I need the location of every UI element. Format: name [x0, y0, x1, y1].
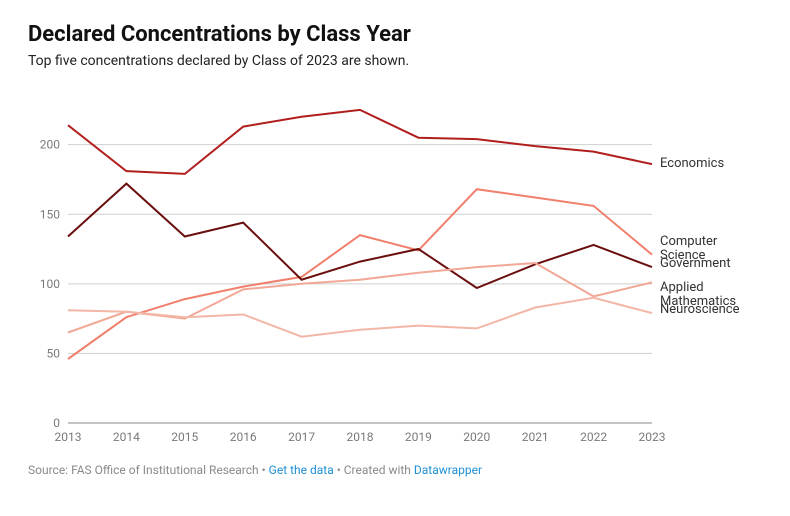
- line-chart: 0 50 100 150 200 2013 2014 2015 2016 2017 2018 2019…: [28, 83, 762, 453]
- chart-area: 0 50 100 150 200 2013 2014 2015 2016 2017 2018 2019…: [28, 83, 762, 453]
- y-axis-label: 0: [53, 416, 60, 430]
- footer-source-prefix: Source:: [28, 463, 71, 477]
- chart-footer: Source: FAS Office of Institutional Rese…: [28, 463, 762, 477]
- bullet-icon: •: [337, 463, 344, 477]
- series-line-neuroscience: [68, 298, 652, 337]
- series-label-government: Government: [660, 256, 731, 271]
- series-label-neuroscience: Neuroscience: [660, 302, 740, 317]
- y-axis-label: 150: [40, 207, 60, 221]
- x-axis-label: 2013: [55, 430, 82, 444]
- x-axis-label: 2023: [639, 430, 666, 444]
- y-axis-label: 50: [47, 346, 61, 360]
- x-axis-label: 2020: [463, 430, 490, 444]
- x-axis-label: 2018: [347, 430, 374, 444]
- footer-source: FAS Office of Institutional Research: [71, 463, 259, 477]
- series-line-economics: [68, 110, 652, 174]
- chart-title: Declared Concentrations by Class Year: [28, 22, 762, 47]
- get-data-link[interactable]: Get the data: [269, 463, 334, 477]
- chart-subtitle: Top five concentrations declared by Clas…: [28, 53, 762, 69]
- x-axis-label: 2016: [230, 430, 257, 444]
- bullet-icon: •: [262, 463, 269, 477]
- footer-created-prefix: Created with: [344, 463, 414, 477]
- x-axis-label: 2015: [171, 430, 198, 444]
- datawrapper-link[interactable]: Datawrapper: [414, 463, 482, 477]
- series-line-applied-mathematics: [68, 263, 652, 333]
- x-axis-label: 2022: [580, 430, 607, 444]
- x-axis-label: 2017: [288, 430, 315, 444]
- y-axis-label: 100: [40, 277, 60, 291]
- x-axis-label: 2014: [113, 430, 140, 444]
- x-axis-label: 2019: [405, 430, 432, 444]
- y-axis-label: 200: [40, 138, 60, 152]
- x-axis-label: 2021: [522, 430, 549, 444]
- series-label-economics: Economics: [660, 156, 724, 171]
